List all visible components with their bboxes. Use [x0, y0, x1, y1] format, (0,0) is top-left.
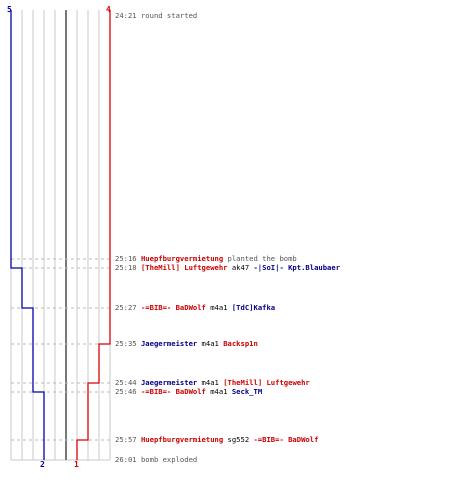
event-part-blue: Jaegermeister — [140, 378, 198, 387]
event-time: 25:46 — [115, 387, 141, 396]
event-row: 25:18 [TheMill] Luftgewehr ak47 -|SoI|- … — [115, 263, 340, 272]
event-dash-lines — [11, 258, 113, 441]
event-part-gray: planted the bomb — [223, 254, 297, 263]
event-row: 25:16 Huepfburgvermietung planted the bo… — [115, 254, 297, 263]
event-time: 24:21 — [115, 11, 141, 20]
event-part-black: m4a1 — [205, 387, 232, 396]
event-part-black: m4a1 — [197, 378, 224, 387]
red-end-count: 1 — [74, 460, 79, 469]
event-part-red: [TheMill] Luftgewehr — [140, 263, 228, 272]
event-part-red: Backsp1n — [223, 339, 258, 348]
event-time: 25:27 — [115, 303, 141, 312]
event-time: 25:57 — [115, 435, 141, 444]
event-part-red: Huepfburgvermietung — [140, 435, 224, 444]
event-part-black: ak47 — [227, 263, 254, 272]
event-time: 26:01 — [115, 455, 141, 464]
event-part-black: m4a1 — [205, 303, 232, 312]
event-part-gray: round started — [140, 11, 198, 20]
alive-count-traces — [10, 9, 111, 461]
event-row: 25:35 Jaegermeister m4a1 Backsp1n — [115, 339, 258, 348]
event-part-blue: [TdC]Kafka — [231, 303, 276, 312]
event-part-red: Huepfburgvermietung — [140, 254, 224, 263]
red-start-count: 4 — [106, 5, 111, 14]
event-part-blue: Jaegermeister — [140, 339, 198, 348]
event-part-red: -=BIB=- BaDWolf — [140, 387, 206, 396]
event-part-red: -=BIB=- BaDWolf — [140, 303, 206, 312]
event-time: 25:35 — [115, 339, 141, 348]
event-row: 25:44 Jaegermeister m4a1 [TheMill] Luftg… — [115, 378, 310, 387]
event-row: 25:57 Huepfburgvermietung sg552 -=BIB=- … — [115, 435, 318, 444]
event-row: 25:46 -=BIB=- BaDWolf m4a1 Seck_TM — [115, 387, 262, 396]
event-part-black: m4a1 — [197, 339, 224, 348]
event-part-blue: -|SoI|- Kpt.Blaubaer — [253, 263, 341, 272]
event-row: 26:01 bomb exploded — [115, 455, 197, 464]
event-part-blue: Seck_TM — [231, 387, 263, 396]
trace-blue — [10, 10, 45, 460]
event-time: 25:18 — [115, 263, 141, 272]
blue-start-count: 5 — [7, 5, 12, 14]
event-time: 25:16 — [115, 254, 141, 263]
event-row: 24:21 round started — [115, 11, 197, 20]
event-time: 25:44 — [115, 378, 141, 387]
event-part-red: -=BIB=- BaDWolf — [253, 435, 319, 444]
event-row: 25:27 -=BIB=- BaDWolf m4a1 [TdC]Kafka — [115, 303, 275, 312]
event-part-gray: bomb exploded — [140, 455, 198, 464]
blue-end-count: 2 — [40, 460, 45, 469]
event-part-black: sg552 — [223, 435, 254, 444]
trace-red — [76, 10, 111, 460]
event-part-red: [TheMill] Luftgewehr — [223, 378, 310, 387]
